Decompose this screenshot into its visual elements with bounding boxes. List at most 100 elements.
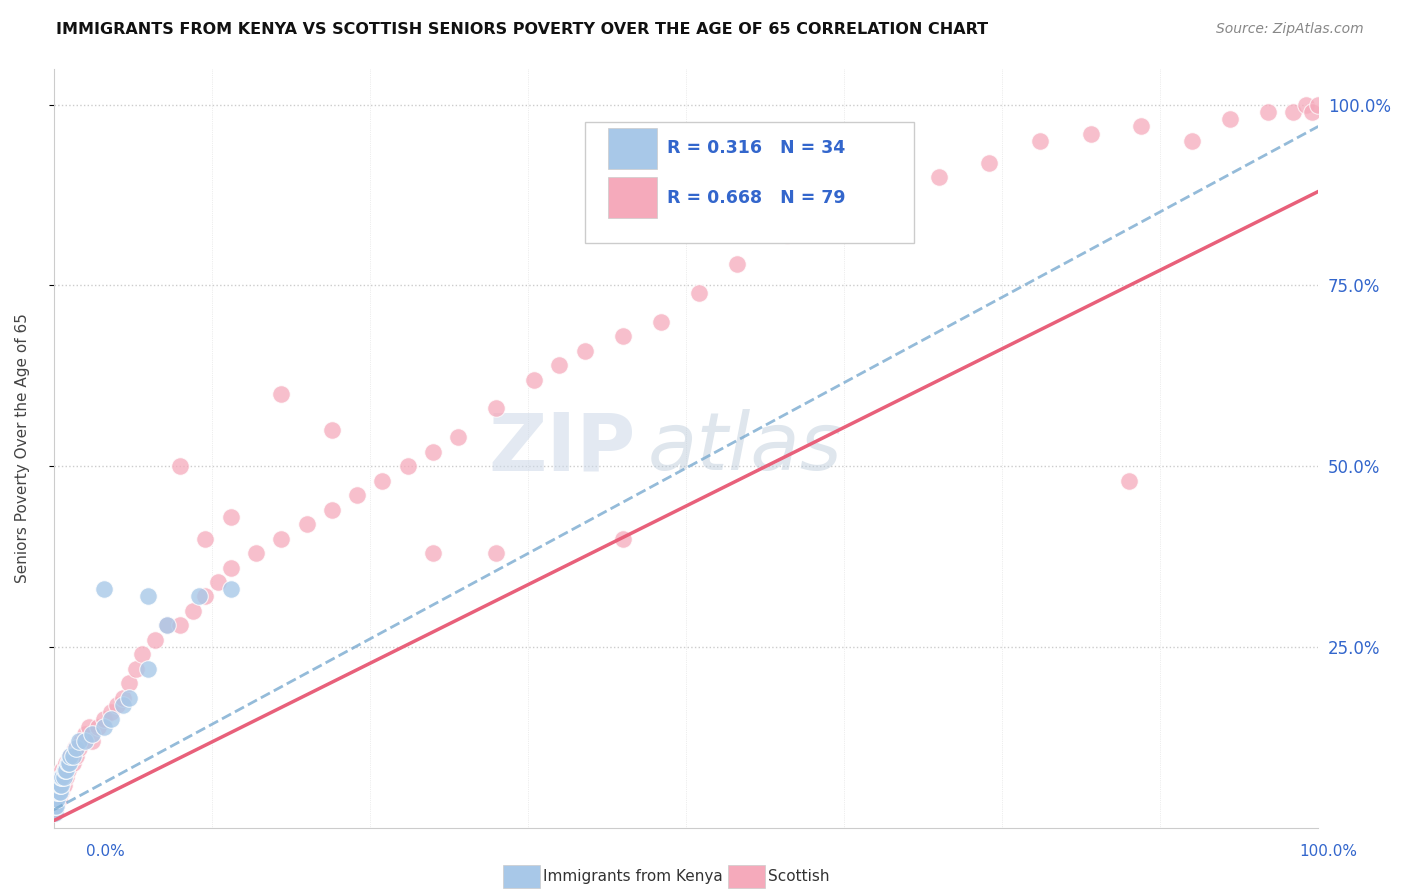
Point [49,778,72,792]
Point [93,713,115,727]
Point [295,517,318,532]
Point [93,720,115,734]
Point [118,676,141,690]
Point [1282,104,1305,119]
Point [1257,104,1279,119]
Text: Immigrants from Kenya: Immigrants from Kenya [543,870,723,884]
Point [45,785,67,799]
Point [776,227,799,242]
Point [725,257,748,271]
Point [46,792,69,806]
Point [55,770,77,784]
Point [59,748,82,763]
Point [371,474,394,488]
Point [48,770,70,784]
Point [422,445,444,459]
FancyBboxPatch shape [585,121,914,244]
Point [46,792,69,806]
Point [58,756,80,770]
Point [270,387,292,401]
Text: 100.0%: 100.0% [1299,845,1358,859]
Point [62,756,84,770]
Point [650,315,672,329]
Point [51,778,73,792]
Point [612,329,634,343]
Point [219,560,242,574]
Point [143,632,166,647]
Point [827,213,849,227]
Point [44,799,66,814]
Point [59,748,82,763]
Point [44,806,66,821]
Point [65,741,87,756]
FancyBboxPatch shape [607,128,657,169]
Point [80,727,103,741]
Point [574,343,596,358]
Point [44,806,66,821]
Point [55,756,77,770]
Point [194,532,217,546]
Text: atlas: atlas [648,409,842,487]
Point [55,763,77,777]
Point [125,662,148,676]
Point [48,778,70,792]
Point [52,778,75,792]
Text: Scottish: Scottish [768,870,830,884]
Point [51,770,73,784]
Point [75,734,97,748]
Point [67,741,90,756]
Point [45,792,67,806]
Point [49,785,72,799]
Point [112,698,135,712]
Point [46,785,69,799]
Point [45,799,67,814]
Point [87,720,110,734]
Point [928,169,950,184]
Point [1301,104,1323,119]
Point [56,763,79,777]
Text: R = 0.316   N = 34: R = 0.316 N = 34 [666,139,845,157]
Point [48,785,70,799]
Point [44,792,66,806]
Point [207,575,229,590]
Point [138,590,160,604]
Point [447,430,470,444]
Point [612,532,634,546]
Point [169,459,191,474]
Point [49,785,72,799]
Point [80,734,103,748]
Point [188,590,211,604]
Point [245,546,267,560]
Point [63,748,86,763]
Point [219,510,242,524]
Text: R = 0.668   N = 79: R = 0.668 N = 79 [666,188,845,207]
Point [52,770,75,784]
Point [65,748,87,763]
Point [53,763,76,777]
Point [45,785,67,799]
Point [93,582,115,597]
Point [219,582,242,597]
Text: IMMIGRANTS FROM KENYA VS SCOTTISH SENIORS POVERTY OVER THE AGE OF 65 CORRELATION: IMMIGRANTS FROM KENYA VS SCOTTISH SENIOR… [56,22,988,37]
Point [346,488,368,502]
Point [1308,97,1330,112]
Point [49,778,72,792]
Point [51,763,73,777]
Point [1219,112,1241,127]
Point [523,372,546,386]
Point [156,618,179,632]
Point [56,756,79,770]
Text: 0.0%: 0.0% [86,845,125,859]
Point [877,185,900,199]
Point [46,778,69,792]
Point [75,727,97,741]
Point [112,690,135,705]
Point [1181,134,1204,148]
Text: Source: ZipAtlas.com: Source: ZipAtlas.com [1216,22,1364,37]
Point [48,792,70,806]
Text: ZIP: ZIP [488,409,636,487]
Point [1130,120,1153,134]
Point [62,748,84,763]
Point [105,698,128,712]
Point [181,604,204,618]
